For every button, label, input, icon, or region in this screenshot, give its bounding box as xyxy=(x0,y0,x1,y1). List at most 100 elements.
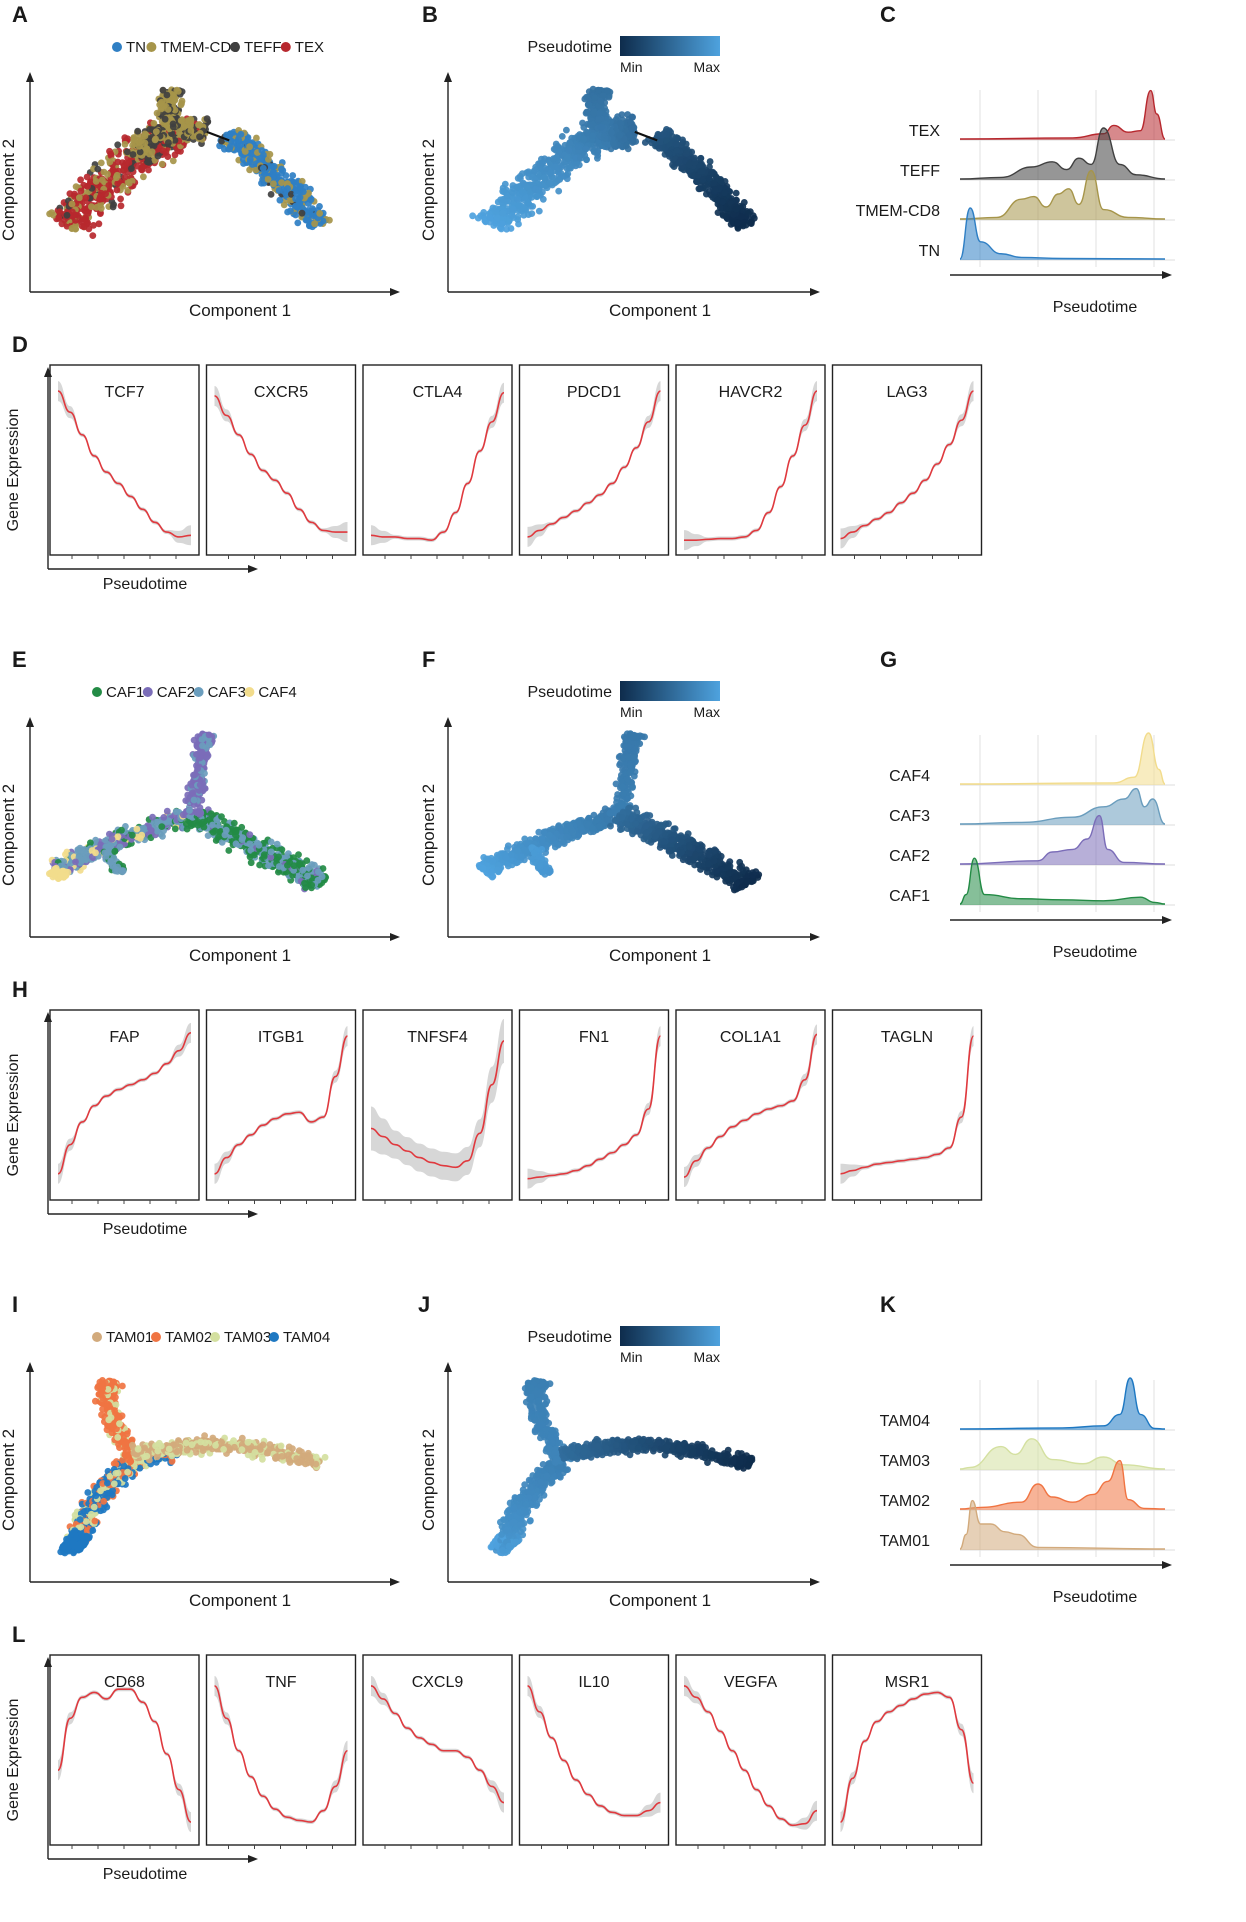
cell-point xyxy=(84,182,91,190)
gene-panel-havcr2: HAVCR2 xyxy=(675,364,826,559)
cell-point xyxy=(218,813,225,820)
cell-point xyxy=(158,160,166,168)
cell-point xyxy=(191,771,199,778)
cell-point xyxy=(258,147,266,154)
cell-point xyxy=(150,120,158,127)
gene-expression-axis-label: Gene Expression xyxy=(5,409,22,532)
cell-point xyxy=(732,205,740,213)
cell-point xyxy=(554,142,562,150)
cell-point xyxy=(519,170,526,178)
cell-point xyxy=(590,109,598,117)
cell-point xyxy=(711,186,719,194)
cell-point xyxy=(270,180,277,188)
cell-point xyxy=(133,825,141,833)
cell-point xyxy=(230,819,238,827)
cell-point xyxy=(125,179,133,187)
cell-point xyxy=(232,840,240,848)
cell-point xyxy=(585,814,593,822)
gene-label-cxcr5: CXCR5 xyxy=(254,384,308,401)
cell-point xyxy=(603,816,611,823)
cell-point xyxy=(265,156,272,163)
cell-point xyxy=(311,861,318,869)
cluster-trajectory-2-y-arrow xyxy=(26,717,34,727)
component1-label: Component 1 xyxy=(189,946,291,965)
cell-point xyxy=(636,740,644,748)
cell-point xyxy=(520,846,528,854)
cell-point xyxy=(159,147,167,154)
cell-point xyxy=(538,834,545,842)
cell-point xyxy=(158,823,166,830)
cell-point xyxy=(565,147,573,154)
cell-point xyxy=(632,804,640,812)
cell-point xyxy=(111,848,119,855)
cell-point xyxy=(83,173,91,181)
cell-point xyxy=(311,220,318,228)
cell-point xyxy=(92,849,99,857)
cell-point xyxy=(171,137,179,144)
component2-label: Component 2 xyxy=(419,139,438,241)
cell-point xyxy=(502,854,510,862)
cell-point xyxy=(280,188,288,195)
cell-point xyxy=(520,211,528,219)
cell-point xyxy=(171,825,179,833)
legend-label-tmem-cd8: TMEM-CD8 xyxy=(160,39,239,56)
cell-point xyxy=(172,808,180,816)
cell-point xyxy=(595,823,603,830)
cell-point xyxy=(218,137,226,145)
cell-point xyxy=(62,851,69,858)
cell-point xyxy=(163,807,171,815)
cell-point xyxy=(267,838,275,846)
cell-point xyxy=(94,165,102,173)
cell-point xyxy=(668,133,676,140)
cell-point xyxy=(114,141,122,149)
cell-point xyxy=(641,139,649,146)
cell-point xyxy=(595,86,602,94)
cell-point xyxy=(525,168,532,176)
gene-label-lag3: LAG3 xyxy=(887,384,928,401)
cell-point xyxy=(273,840,281,848)
cell-point xyxy=(532,185,539,193)
cell-point xyxy=(152,135,160,143)
cell-point xyxy=(187,117,195,125)
cell-point xyxy=(108,835,116,843)
cell-point xyxy=(685,161,693,169)
cell-point xyxy=(237,130,245,138)
cell-point xyxy=(594,154,601,162)
cell-point xyxy=(732,189,740,197)
cell-point xyxy=(177,117,185,124)
cell-point xyxy=(583,108,591,116)
cell-point xyxy=(528,173,536,181)
cell-point xyxy=(601,134,609,142)
cell-point xyxy=(145,159,153,166)
cell-point xyxy=(182,797,190,804)
pseudotime-min-label: Min xyxy=(620,704,643,720)
cell-point xyxy=(518,853,525,861)
trajectory-branch-2 xyxy=(121,115,212,166)
cell-point xyxy=(564,170,572,178)
cell-point xyxy=(616,119,624,127)
cell-point xyxy=(225,847,233,854)
cell-point xyxy=(719,212,727,219)
cell-point xyxy=(53,867,61,874)
cell-point xyxy=(239,834,247,842)
cell-point xyxy=(498,220,506,228)
cell-point xyxy=(127,165,135,173)
gene-label-havcr2: HAVCR2 xyxy=(719,384,783,401)
pseudotime-max-label: Max xyxy=(694,59,720,75)
ridge-label-tmem-cd8: TMEM-CD8 xyxy=(856,203,941,220)
trajectory-branch-3 xyxy=(641,125,758,232)
cell-point xyxy=(298,209,306,217)
cell-point xyxy=(163,91,171,99)
cell-point xyxy=(306,222,313,230)
cell-point xyxy=(713,196,721,204)
trajectory-backbone xyxy=(206,130,230,142)
cell-point xyxy=(169,91,177,98)
cell-point xyxy=(118,826,125,834)
cell-point xyxy=(226,130,234,138)
component1-label: Component 1 xyxy=(189,301,291,320)
cell-point xyxy=(547,169,554,177)
cell-point xyxy=(552,163,560,171)
pseudotime-legend-title: Pseudotime xyxy=(528,39,613,56)
legend-dot-caf4 xyxy=(244,687,255,697)
legend-dot-caf1 xyxy=(92,687,102,697)
